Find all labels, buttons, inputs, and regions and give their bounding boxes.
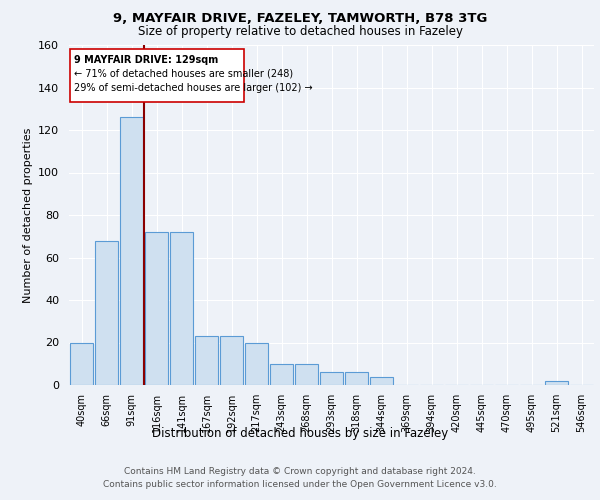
- Bar: [344, 372, 368, 385]
- Text: ← 71% of detached houses are smaller (248): ← 71% of detached houses are smaller (24…: [74, 68, 293, 78]
- Bar: [545, 381, 568, 385]
- Y-axis label: Number of detached properties: Number of detached properties: [23, 128, 32, 302]
- Bar: [145, 232, 169, 385]
- Bar: [170, 232, 193, 385]
- Bar: [194, 336, 218, 385]
- Bar: [320, 372, 343, 385]
- Text: Distribution of detached houses by size in Fazeley: Distribution of detached houses by size …: [152, 428, 448, 440]
- Bar: [95, 240, 118, 385]
- Text: Contains HM Land Registry data © Crown copyright and database right 2024.: Contains HM Land Registry data © Crown c…: [124, 468, 476, 476]
- Bar: [295, 364, 319, 385]
- Bar: [220, 336, 244, 385]
- Bar: [70, 342, 94, 385]
- Text: 9 MAYFAIR DRIVE: 129sqm: 9 MAYFAIR DRIVE: 129sqm: [74, 54, 218, 64]
- Bar: [119, 117, 143, 385]
- Bar: [370, 376, 394, 385]
- Text: 9, MAYFAIR DRIVE, FAZELEY, TAMWORTH, B78 3TG: 9, MAYFAIR DRIVE, FAZELEY, TAMWORTH, B78…: [113, 12, 487, 26]
- Bar: [269, 364, 293, 385]
- Text: Size of property relative to detached houses in Fazeley: Size of property relative to detached ho…: [137, 25, 463, 38]
- Bar: [70, 50, 244, 102]
- Text: Contains public sector information licensed under the Open Government Licence v3: Contains public sector information licen…: [103, 480, 497, 489]
- Bar: [245, 342, 268, 385]
- Text: 29% of semi-detached houses are larger (102) →: 29% of semi-detached houses are larger (…: [74, 83, 313, 93]
